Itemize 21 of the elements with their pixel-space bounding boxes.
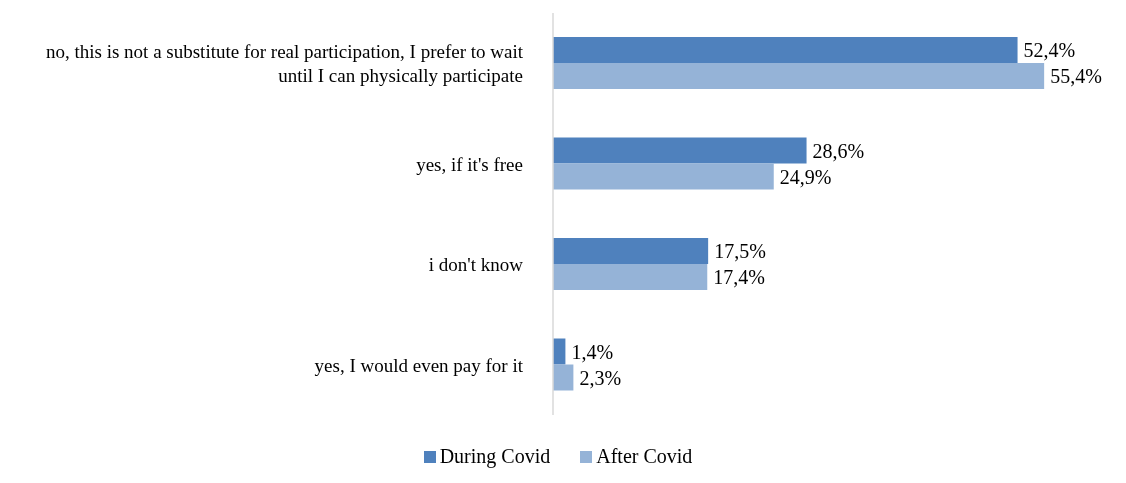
- bar: [553, 364, 574, 391]
- legend-label: After Covid: [596, 445, 693, 468]
- bar: [553, 37, 1018, 63]
- data-label: 17,5%: [714, 240, 766, 263]
- bar: [553, 264, 708, 290]
- data-label: 52,4%: [1023, 39, 1076, 62]
- y-tick-label: yes, I would even pay for it: [314, 354, 524, 376]
- y-tick-label: i don't know: [428, 253, 524, 275]
- y-tick-label: yes, if it's free: [416, 153, 523, 175]
- data-label: 24,9%: [779, 165, 832, 188]
- bar: [553, 238, 709, 264]
- bar: [553, 137, 807, 164]
- bar: [553, 63, 1045, 89]
- legend-label: During Covid: [439, 445, 551, 468]
- data-label: 17,4%: [713, 266, 765, 289]
- data-label: 55,4%: [1050, 65, 1102, 88]
- bar: [553, 163, 774, 190]
- data-label: 1,4%: [571, 340, 614, 363]
- y-tick-label: no, this is not a substitute for real participation, I prefer to wait until I can physically participate: [46, 40, 524, 86]
- data-label: 28,6%: [812, 139, 865, 162]
- data-label: 2,3%: [579, 366, 622, 389]
